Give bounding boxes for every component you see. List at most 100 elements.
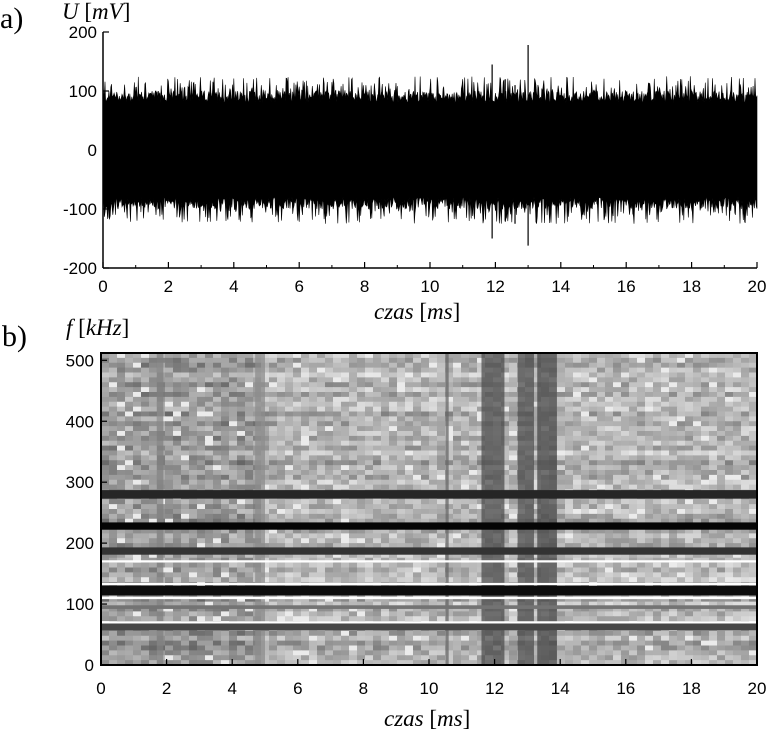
heatmap-cell: [477, 606, 486, 612]
heatmap-cell: [381, 630, 390, 637]
heatmap-cell: [101, 509, 110, 515]
heatmap-cell: [605, 445, 614, 452]
heatmap-cell: [597, 357, 606, 364]
heatmap-cell: [381, 372, 390, 378]
heatmap-cell: [277, 513, 286, 520]
heatmap-cell: [621, 470, 630, 476]
heatmap-cell: [301, 484, 310, 491]
heatmap-cell: [125, 630, 134, 637]
heatmap-cell: [277, 562, 286, 569]
heatmap-cell: [141, 450, 150, 456]
heatmap-cell: [501, 450, 510, 456]
heatmap-cell: [597, 635, 606, 642]
heatmap-cell: [141, 411, 150, 417]
heatmap-cell: [117, 440, 126, 447]
heatmap-cell: [357, 431, 366, 437]
heatmap-cell: [365, 455, 374, 461]
heatmap-cell: [373, 474, 382, 481]
heatmap-cell: [261, 382, 270, 388]
heatmap-cell: [717, 484, 726, 491]
heatmap-cell: [405, 596, 414, 603]
heatmap-cell: [221, 606, 230, 612]
heatmap-cell: [469, 518, 478, 525]
heatmap-cell: [701, 421, 710, 427]
heatmap-cell: [285, 635, 294, 642]
heatmap-cell: [245, 372, 254, 378]
heatmap-cell: [245, 387, 254, 393]
heatmap-cell: [413, 396, 422, 403]
heatmap-cell: [709, 601, 718, 608]
heatmap-cell: [125, 460, 134, 466]
heatmap-cell: [405, 479, 414, 486]
heatmap-cell: [125, 499, 134, 505]
heatmap-cell: [141, 401, 150, 408]
heatmap-cell: [165, 601, 174, 608]
heatmap-cell: [477, 504, 486, 510]
heatmap-cell: [301, 543, 310, 549]
heatmap-cell: [733, 499, 742, 505]
heatmap-cell: [573, 431, 582, 437]
heatmap-cell: [285, 382, 294, 388]
heatmap-cell: [197, 411, 206, 417]
heatmap-cell: [293, 367, 302, 374]
heatmap-cell: [301, 357, 310, 364]
heatmap-cell: [717, 543, 726, 549]
heatmap-cell: [701, 504, 710, 510]
heatmap-cell: [117, 416, 126, 422]
heatmap-cell: [341, 396, 350, 403]
heatmap-cell: [141, 538, 150, 544]
heatmap-cell: [213, 640, 222, 647]
heatmap-cell: [109, 518, 118, 525]
heatmap-cell: [269, 577, 278, 583]
heatmap-cell: [373, 509, 382, 515]
heatmap-cell: [261, 543, 270, 549]
heatmap-cell: [685, 367, 694, 374]
heatmap-cell: [637, 372, 646, 378]
heatmap-cell: [173, 606, 182, 612]
heatmap-cell: [373, 431, 382, 437]
heatmap-cell: [413, 435, 422, 442]
heatmap-cell: [421, 499, 430, 505]
heatmap-cell: [221, 421, 230, 427]
heatmap-cell: [293, 504, 302, 510]
panel-a-x-tick-label: 10: [421, 277, 440, 296]
heatmap-cell: [701, 484, 710, 491]
heatmap-cell: [693, 445, 702, 452]
heatmap-cell: [693, 504, 702, 510]
heatmap-cell: [477, 392, 486, 398]
heatmap-cell: [269, 630, 278, 637]
heatmap-cell: [261, 513, 270, 520]
heatmap-cell: [333, 411, 342, 417]
heatmap-cell: [309, 382, 318, 388]
heatmap-cell: [621, 431, 630, 437]
heatmap-cell: [197, 552, 206, 559]
heatmap-cell: [461, 474, 470, 481]
heatmap-cell: [181, 509, 190, 515]
heatmap-cell: [421, 606, 430, 612]
heatmap-cell: [741, 504, 750, 510]
heatmap-cell: [749, 435, 758, 442]
heatmap-cell: [285, 552, 294, 559]
heatmap-cell: [725, 460, 734, 466]
heatmap-cell: [333, 387, 342, 393]
heatmap-cell: [661, 616, 670, 622]
heatmap-cell: [261, 528, 270, 534]
heatmap-cell: [341, 499, 350, 505]
heatmap-cell: [165, 577, 174, 583]
heatmap-cell: [685, 372, 694, 378]
heatmap-cell: [597, 499, 606, 505]
heatmap-cell: [333, 533, 342, 539]
heatmap-cell: [741, 528, 750, 534]
heatmap-cell: [237, 552, 246, 559]
heatmap-cell: [741, 392, 750, 398]
heatmap-cell: [325, 513, 334, 520]
heatmap-cell: [469, 538, 478, 544]
heatmap-cell: [637, 543, 646, 549]
heatmap-cell: [653, 640, 662, 647]
heatmap-cell: [461, 431, 470, 437]
heatmap-cell: [709, 435, 718, 442]
heatmap-cell: [165, 440, 174, 447]
heatmap-cell: [357, 372, 366, 378]
heatmap-cell: [645, 431, 654, 437]
heatmap-cell: [285, 470, 294, 476]
